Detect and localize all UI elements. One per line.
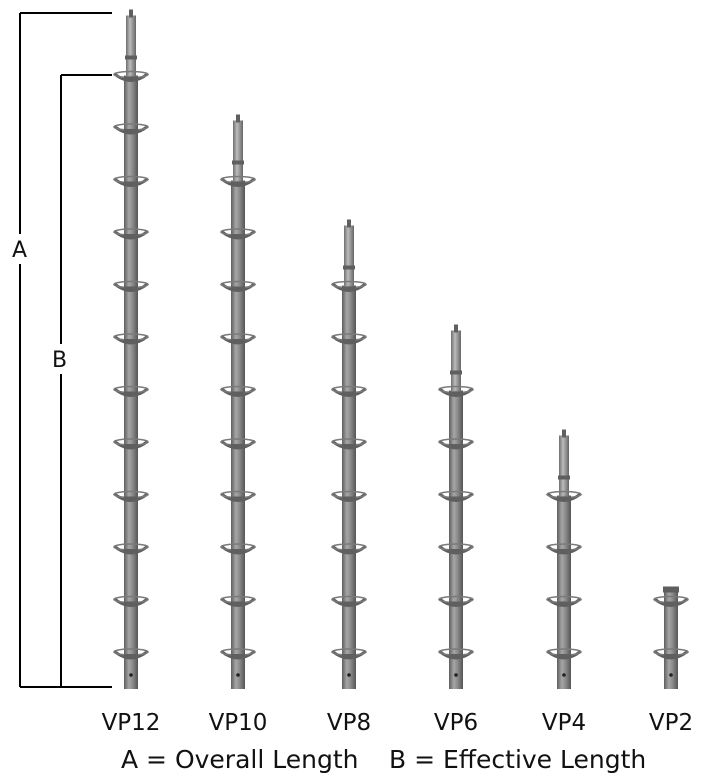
- dimension-b-bracket: [60, 74, 112, 687]
- spigot: [451, 330, 461, 393]
- spigot: [344, 225, 354, 288]
- rosette-band: [664, 601, 678, 605]
- rosette-band: [124, 234, 138, 237]
- spigot-tip: [236, 114, 240, 123]
- rosette-band: [342, 601, 356, 605]
- legend-overall-length: A = Overall Length: [121, 745, 358, 774]
- spigot-tip: [129, 9, 133, 18]
- rosette-band: [449, 654, 463, 657]
- base-hole: [236, 673, 240, 677]
- post-tube: [557, 495, 571, 689]
- rosette-band: [342, 444, 356, 447]
- rosette-band: [124, 129, 138, 132]
- rosette-band: [342, 391, 356, 395]
- rosette-band: [231, 286, 245, 290]
- spigot-tip: [454, 324, 458, 333]
- post-vp2: [653, 586, 689, 689]
- rosette-band: [124, 601, 138, 605]
- legend-effective-length: B = Effective Length: [389, 745, 646, 774]
- base-hole: [669, 673, 673, 677]
- rosette-band: [231, 549, 245, 552]
- base-hole: [129, 673, 133, 677]
- rosette-band: [342, 339, 356, 342]
- post-tube: [342, 285, 356, 689]
- post-vp10: [220, 114, 256, 689]
- spigot-collar: [558, 475, 570, 480]
- post-tube: [449, 390, 463, 689]
- post-vp6: [438, 324, 474, 689]
- rosette-band: [342, 549, 356, 552]
- spigot-tip: [347, 219, 351, 228]
- tube-rim: [663, 586, 679, 593]
- rosette-band: [124, 444, 138, 447]
- spigot: [126, 15, 136, 78]
- rosette-band: [231, 496, 245, 500]
- rosette-band: [231, 444, 245, 447]
- post-tube: [664, 590, 678, 689]
- spigot-collar: [343, 265, 355, 270]
- base-hole: [454, 673, 458, 677]
- rosette-band: [449, 549, 463, 552]
- spigot-collar: [232, 160, 244, 165]
- rosette-band: [557, 496, 571, 500]
- post-tube: [231, 180, 245, 689]
- rosette-band: [124, 391, 138, 395]
- rosette-band: [449, 391, 463, 395]
- rosette-band: [231, 339, 245, 342]
- rosette-band: [124, 496, 138, 500]
- rosette-band: [231, 234, 245, 237]
- product-label-vp12: VP12: [102, 710, 161, 736]
- product-label-vp8: VP8: [327, 710, 371, 736]
- rosette-band: [231, 391, 245, 395]
- rosette-band: [124, 549, 138, 552]
- rosette-band: [557, 601, 571, 605]
- rosette-band: [124, 76, 138, 80]
- post-vp4: [546, 429, 582, 689]
- rosette-band: [231, 654, 245, 657]
- product-label-vp10: VP10: [209, 710, 268, 736]
- rosette-band: [449, 496, 463, 500]
- rosette-band: [124, 286, 138, 290]
- product-label-vp2: VP2: [649, 710, 693, 736]
- product-label-vp4: VP4: [542, 710, 586, 736]
- rosette-band: [449, 444, 463, 447]
- rosette-band: [231, 181, 245, 185]
- base-hole: [347, 673, 351, 677]
- rosette-band: [124, 654, 138, 657]
- rosette-band: [231, 601, 245, 605]
- rosette-band: [342, 496, 356, 500]
- dimension-b-label: B: [52, 348, 67, 373]
- spigot: [233, 120, 243, 183]
- rosette-band: [342, 654, 356, 657]
- dimension-a-label: A: [12, 238, 27, 263]
- spigot-collar: [450, 370, 462, 375]
- rosette-band: [557, 654, 571, 657]
- rosette-band: [124, 181, 138, 185]
- post-vp12: [113, 9, 149, 689]
- rosette-band: [342, 286, 356, 290]
- spigot: [559, 435, 569, 498]
- rosette-band: [557, 549, 571, 552]
- post-vp8: [331, 219, 367, 689]
- base-hole: [562, 673, 566, 677]
- rosette-band: [449, 601, 463, 605]
- rosette-band: [124, 339, 138, 342]
- spigot-collar: [125, 55, 137, 60]
- dimension-a-bracket: [19, 12, 112, 688]
- product-label-vp6: VP6: [434, 710, 478, 736]
- rosette-band: [664, 654, 678, 657]
- spigot-tip: [562, 429, 566, 438]
